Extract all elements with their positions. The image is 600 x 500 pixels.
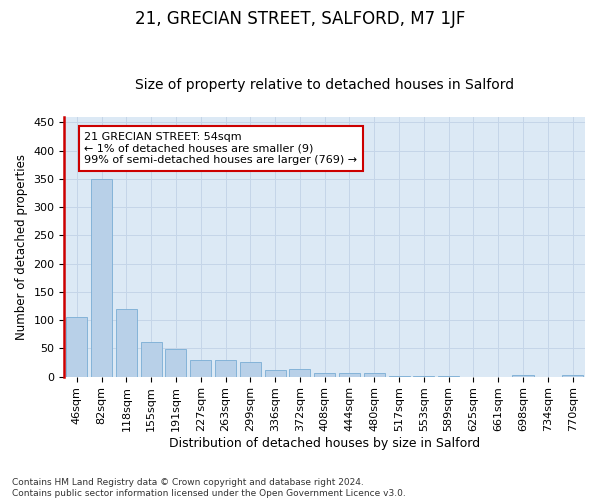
Bar (66, 318, 88, 376)
Bar (339, 372, 360, 376)
Bar (166, 350, 187, 376)
Bar (289, 368, 310, 376)
Bar (215, 360, 236, 376)
Bar (364, 372, 385, 376)
Bar (265, 370, 286, 376)
Bar (240, 362, 261, 376)
Text: 21 GRECIAN STREET: 54sqm
← 1% of detached houses are smaller (9)
99% of semi-det: 21 GRECIAN STREET: 54sqm ← 1% of detache… (84, 132, 358, 165)
Bar (314, 373, 335, 376)
Y-axis label: Number of detached properties: Number of detached properties (15, 154, 28, 340)
X-axis label: Distribution of detached houses by size in Salford: Distribution of detached houses by size … (169, 437, 480, 450)
Text: 21, GRECIAN STREET, SALFORD, M7 1JF: 21, GRECIAN STREET, SALFORD, M7 1JF (135, 10, 465, 28)
Bar (140, 342, 162, 376)
Text: Contains HM Land Registry data © Crown copyright and database right 2024.
Contai: Contains HM Land Registry data © Crown c… (12, 478, 406, 498)
Bar (190, 360, 211, 376)
Bar (116, 310, 137, 376)
Title: Size of property relative to detached houses in Salford: Size of property relative to detached ho… (135, 78, 514, 92)
Bar (91, 179, 112, 376)
